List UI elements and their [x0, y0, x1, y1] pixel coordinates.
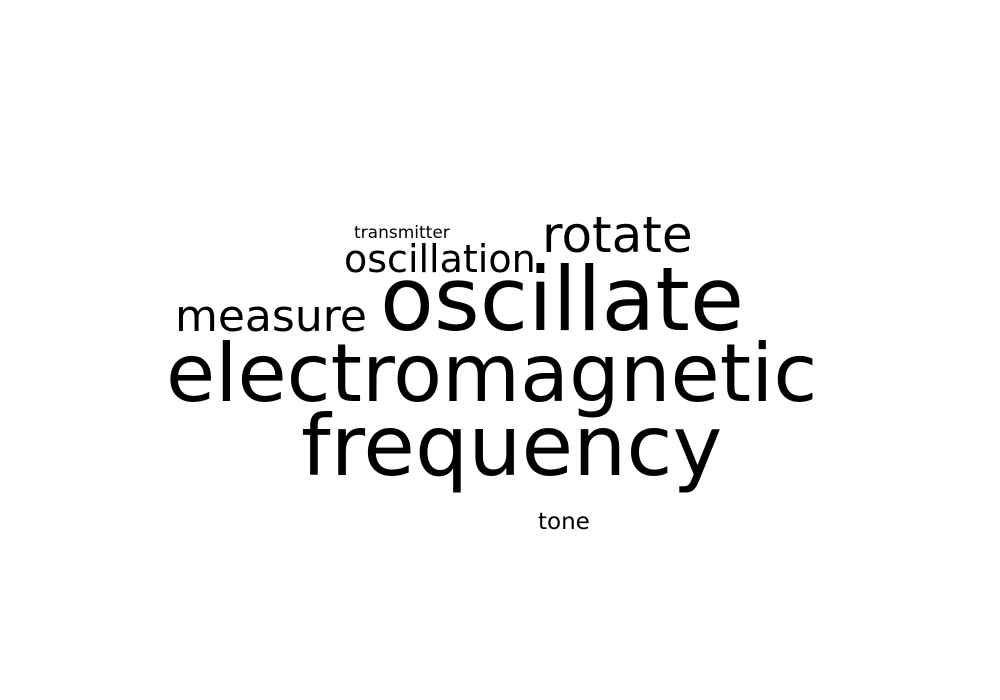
word-rotate: rotate — [542, 206, 693, 264]
word-oscillate: oscillate — [380, 248, 744, 351]
word-tone: tone — [538, 509, 590, 535]
word-oscillation: oscillation — [344, 237, 536, 281]
word-frequency: frequency — [301, 397, 723, 495]
word-transmitter: transmitter — [354, 223, 450, 243]
word-electromagnetic: electromagnetic — [166, 327, 818, 420]
word-measure: measure — [175, 291, 367, 342]
